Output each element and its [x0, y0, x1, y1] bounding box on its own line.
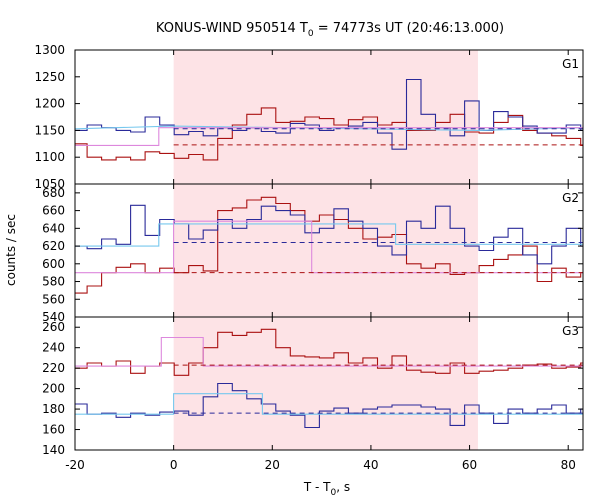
y-tick-label: 580 [42, 275, 65, 289]
y-tick-label: 600 [42, 257, 65, 271]
series-navy-g3 [75, 382, 583, 429]
panel-label: G3 [562, 324, 579, 338]
y-tick-label: 540 [42, 310, 65, 324]
y-tick-label: 660 [42, 204, 65, 218]
series-navy-g1 [75, 78, 583, 150]
y-tick-label: 180 [42, 402, 65, 416]
panel-g2: 540 560 580 600 620 640 660 680 G2 [42, 183, 584, 324]
panel-frame [74, 316, 584, 451]
x-tick-label: 80 [561, 458, 576, 472]
y-tick-label: 620 [42, 239, 65, 253]
y-tick-label: 1050 [34, 177, 65, 191]
panel-g1: 1050 1100 1150 1200 1250 1300 G1 [34, 43, 584, 191]
shaded-interval [173, 184, 478, 317]
series-light-blue-g3 [75, 393, 583, 415]
x-tick-label: -20 [65, 458, 85, 472]
y-tick-label: 200 [42, 382, 65, 396]
x-tick-label: 40 [363, 458, 378, 472]
panel-label: G2 [562, 191, 579, 205]
series-violet-g1 [75, 127, 583, 146]
x-axis-label: T - T0, s [303, 480, 350, 498]
series-navy-g2 [75, 204, 583, 265]
y-tick-label: 1250 [34, 70, 65, 84]
y-tick-label: 640 [42, 221, 65, 235]
panel-label: G1 [562, 57, 579, 71]
y-tick-label: 560 [42, 292, 65, 306]
chart-title: KONUS-WIND 950514 T0 = 74773s UT (20:46:… [156, 21, 504, 39]
shaded-interval [173, 50, 478, 184]
y-tick-label: 260 [42, 320, 65, 334]
x-tick-label: 0 [170, 458, 178, 472]
series-violet-g3 [75, 336, 583, 367]
y-tick-label: 1200 [34, 97, 65, 111]
y-tick-label: 680 [42, 186, 65, 200]
y-tick-label: 240 [42, 341, 65, 355]
y-tick-label: 1150 [34, 123, 65, 137]
y-tick-label: 140 [42, 443, 65, 457]
series-light-blue-g2 [75, 223, 583, 247]
y-tick-label: 1100 [34, 150, 65, 164]
panels-group: 105011001150120012501300G154056058060062… [34, 43, 584, 472]
series-dark-red-g1 [75, 107, 583, 161]
y-tick-label: 220 [42, 361, 65, 375]
x-tick-label: 20 [265, 458, 280, 472]
y-tick-label: 160 [42, 423, 65, 437]
panel-g3: 140 160 180 200 220 240 260 G3 [42, 316, 584, 457]
x-tick-label: 60 [462, 458, 477, 472]
y-axis-label: counts / sec [4, 214, 18, 286]
series-dark-red-g3 [75, 328, 583, 376]
y-tick-label: 1300 [34, 43, 65, 57]
